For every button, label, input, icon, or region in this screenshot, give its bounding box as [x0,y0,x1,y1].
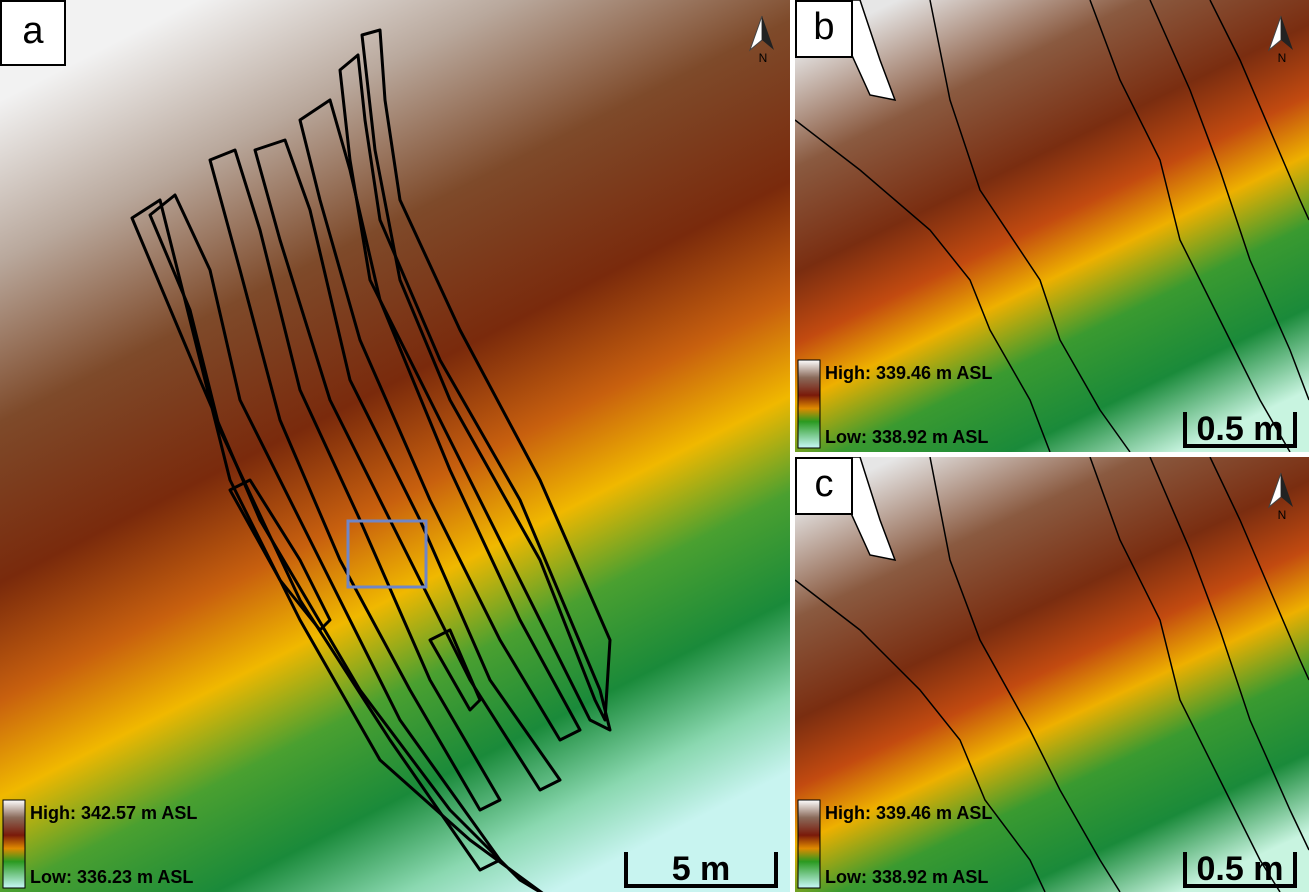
panel-c [795,457,1309,892]
separator [790,0,795,892]
legend-high: High: 342.57 m ASL [30,803,197,823]
scale-label: 0.5 m [1197,850,1284,888]
panel-b [795,0,1309,452]
scale-label: 0.5 m [1197,410,1284,448]
figure: a N High: 342.57 m ASL Low: 336.23 m ASL 5 m… [0,0,1309,892]
legend-colorbar [3,800,25,888]
separator [795,452,1309,457]
panel-label: c [815,463,834,505]
scale-label: 5 m [672,850,731,888]
panel-label: a [22,10,44,52]
north-label: N [1278,508,1287,522]
legend-high: High: 339.46 m ASL [825,363,992,383]
legend-high: High: 339.46 m ASL [825,803,992,823]
north-label: N [1278,51,1287,65]
elevation-map [0,0,790,892]
north-label: N [759,51,768,65]
panel-a [0,0,790,892]
legend-colorbar [798,800,820,888]
legend-low: Low: 338.92 m ASL [825,867,988,887]
panel-label: b [813,6,834,48]
legend-low: Low: 336.23 m ASL [30,867,193,887]
legend-low: Low: 338.92 m ASL [825,427,988,447]
legend-colorbar [798,360,820,448]
